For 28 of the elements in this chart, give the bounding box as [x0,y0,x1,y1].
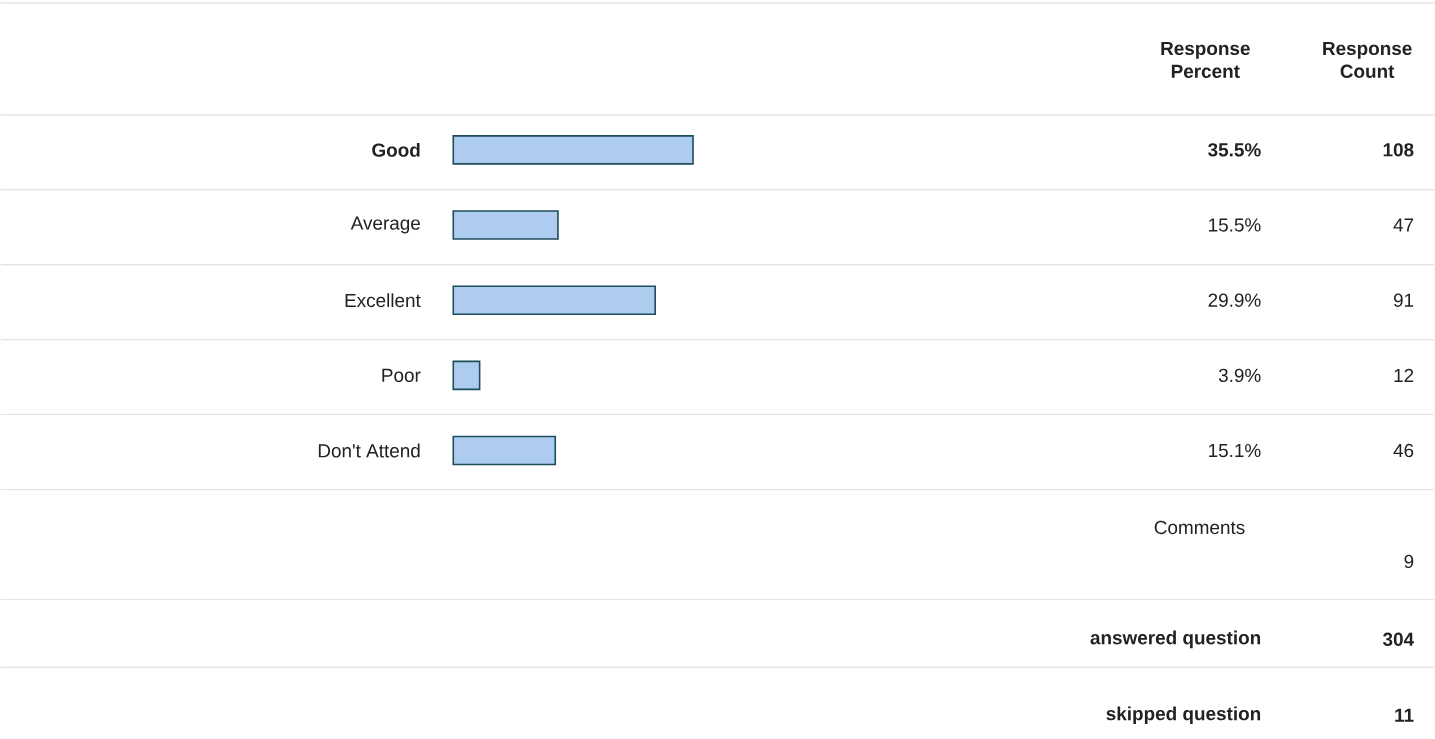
data-label: 35.5% [1208,143,1261,157]
text: Comments [1154,520,1245,535]
y-tick-label: Excellent [345,293,421,308]
text: skipped question [1106,706,1261,724]
text: Response Count [1323,41,1412,78]
bar [452,285,656,315]
text: 47 [1393,218,1414,232]
bar [452,134,694,165]
data-label: 3.9% [1218,368,1261,382]
text: 12 [1394,368,1414,382]
bar [452,435,557,466]
text: 108 [1383,143,1414,157]
y-tick-label: Good [372,142,420,157]
text: 9 [1404,554,1414,568]
bar [452,360,481,391]
y-tick-label: Poor [382,368,421,382]
y-tick-label: Don't Attend [318,443,420,458]
data-label: 15.1% [1209,443,1261,458]
text: 91 [1393,293,1414,307]
data-label: 15.5% [1209,218,1261,232]
bar [452,210,559,240]
text: 11 [1395,708,1414,722]
text: 304 [1382,632,1414,646]
y-tick-label: Average [350,216,420,234]
text: Response Percent [1161,41,1250,78]
text: 46 [1393,443,1414,458]
text: answered question [1090,630,1261,649]
data-label: 29.9% [1208,293,1261,307]
